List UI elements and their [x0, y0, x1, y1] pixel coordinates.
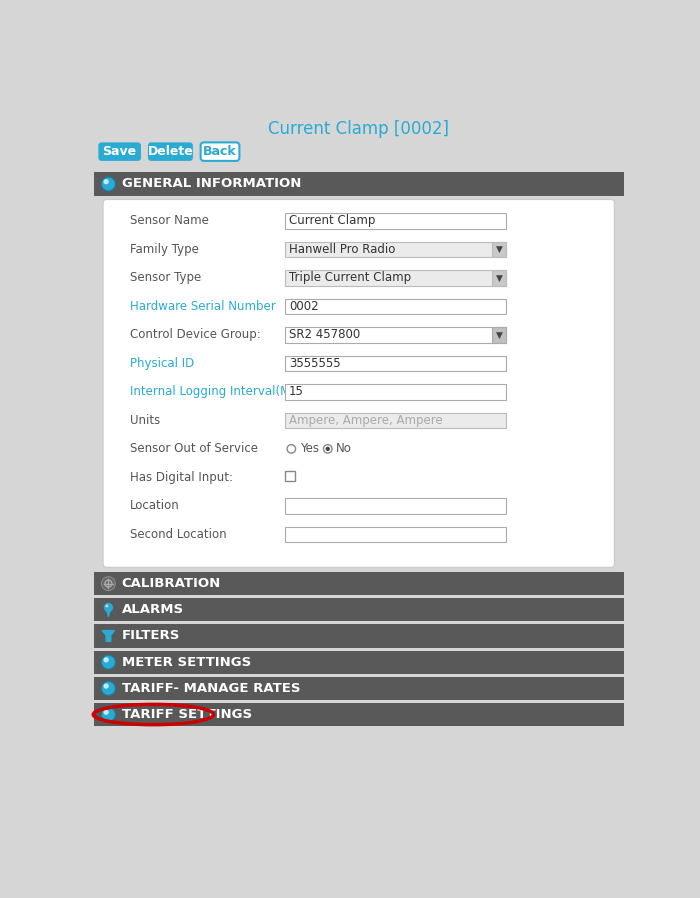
Circle shape	[102, 177, 116, 191]
Text: ▼: ▼	[496, 330, 503, 339]
Text: Sensor Name: Sensor Name	[130, 215, 209, 227]
Text: Delete: Delete	[148, 145, 193, 158]
Text: ▼: ▼	[496, 245, 503, 254]
Polygon shape	[107, 611, 110, 617]
Circle shape	[104, 179, 108, 184]
Text: SR2 457800: SR2 457800	[289, 329, 360, 341]
Circle shape	[105, 604, 108, 607]
Text: FILTERS: FILTERS	[122, 629, 180, 642]
Bar	[285, 213, 506, 229]
Text: Save: Save	[102, 145, 136, 158]
Bar	[94, 572, 624, 595]
Text: Hardware Serial Number: Hardware Serial Number	[130, 300, 276, 313]
Text: Current Clamp: Current Clamp	[289, 215, 375, 227]
Bar	[285, 242, 506, 257]
Text: Sensor Out of Service: Sensor Out of Service	[130, 443, 258, 455]
Text: Hanwell Pro Radio: Hanwell Pro Radio	[289, 243, 395, 256]
Circle shape	[102, 682, 116, 695]
Text: 3555555: 3555555	[289, 357, 341, 370]
Bar	[492, 270, 506, 286]
Text: 0002: 0002	[289, 300, 318, 313]
Text: Current Clamp [0002]: Current Clamp [0002]	[268, 120, 449, 138]
Circle shape	[104, 657, 108, 663]
Circle shape	[323, 445, 332, 453]
Text: Location: Location	[130, 499, 180, 513]
Bar	[94, 598, 624, 621]
Text: Triple Current Clamp: Triple Current Clamp	[289, 271, 411, 285]
FancyBboxPatch shape	[201, 143, 239, 161]
Bar	[94, 624, 624, 647]
Bar	[285, 299, 506, 314]
Circle shape	[102, 708, 116, 721]
Text: Family Type: Family Type	[130, 243, 199, 256]
Bar	[285, 384, 506, 400]
Text: TARIFF- MANAGE RATES: TARIFF- MANAGE RATES	[122, 682, 300, 695]
Text: Sensor Type: Sensor Type	[130, 271, 202, 285]
Text: Physical ID: Physical ID	[130, 357, 195, 370]
Text: Ampere, Ampere, Ampere: Ampere, Ampere, Ampere	[289, 414, 442, 427]
Circle shape	[287, 445, 295, 453]
Bar	[285, 498, 506, 514]
Bar	[94, 703, 624, 726]
Bar	[94, 172, 624, 196]
Circle shape	[102, 577, 116, 591]
Text: TARIFF SETTINGS: TARIFF SETTINGS	[122, 708, 252, 721]
Text: METER SETTINGS: METER SETTINGS	[122, 656, 251, 669]
Bar	[492, 242, 506, 257]
Bar	[285, 471, 295, 481]
Text: Internal Logging Interval(Mins): Internal Logging Interval(Mins)	[130, 385, 312, 399]
Bar	[285, 270, 506, 286]
FancyBboxPatch shape	[103, 199, 615, 568]
Bar	[285, 526, 506, 542]
Text: Units: Units	[130, 414, 160, 427]
Circle shape	[104, 683, 108, 689]
Text: ALARMS: ALARMS	[122, 603, 183, 616]
Polygon shape	[102, 630, 115, 641]
Text: Control Device Group:: Control Device Group:	[130, 329, 261, 341]
Bar	[492, 327, 506, 343]
Text: CALIBRATION: CALIBRATION	[122, 577, 221, 590]
Text: GENERAL INFORMATION: GENERAL INFORMATION	[122, 178, 301, 190]
Text: No: No	[336, 443, 352, 455]
Text: Has Digital Input:: Has Digital Input:	[130, 471, 233, 484]
Circle shape	[102, 656, 116, 669]
Text: Yes: Yes	[300, 443, 319, 455]
Bar	[285, 327, 506, 343]
Text: Back: Back	[203, 145, 237, 158]
Circle shape	[104, 709, 108, 715]
Bar	[285, 413, 506, 428]
Circle shape	[104, 603, 113, 612]
Circle shape	[326, 446, 330, 451]
FancyBboxPatch shape	[148, 143, 193, 161]
FancyBboxPatch shape	[98, 143, 141, 161]
Text: 15: 15	[289, 385, 304, 399]
Bar	[94, 651, 624, 674]
Bar	[94, 677, 624, 700]
Bar	[285, 356, 506, 371]
Text: ▼: ▼	[496, 273, 503, 283]
Text: Second Location: Second Location	[130, 528, 227, 541]
